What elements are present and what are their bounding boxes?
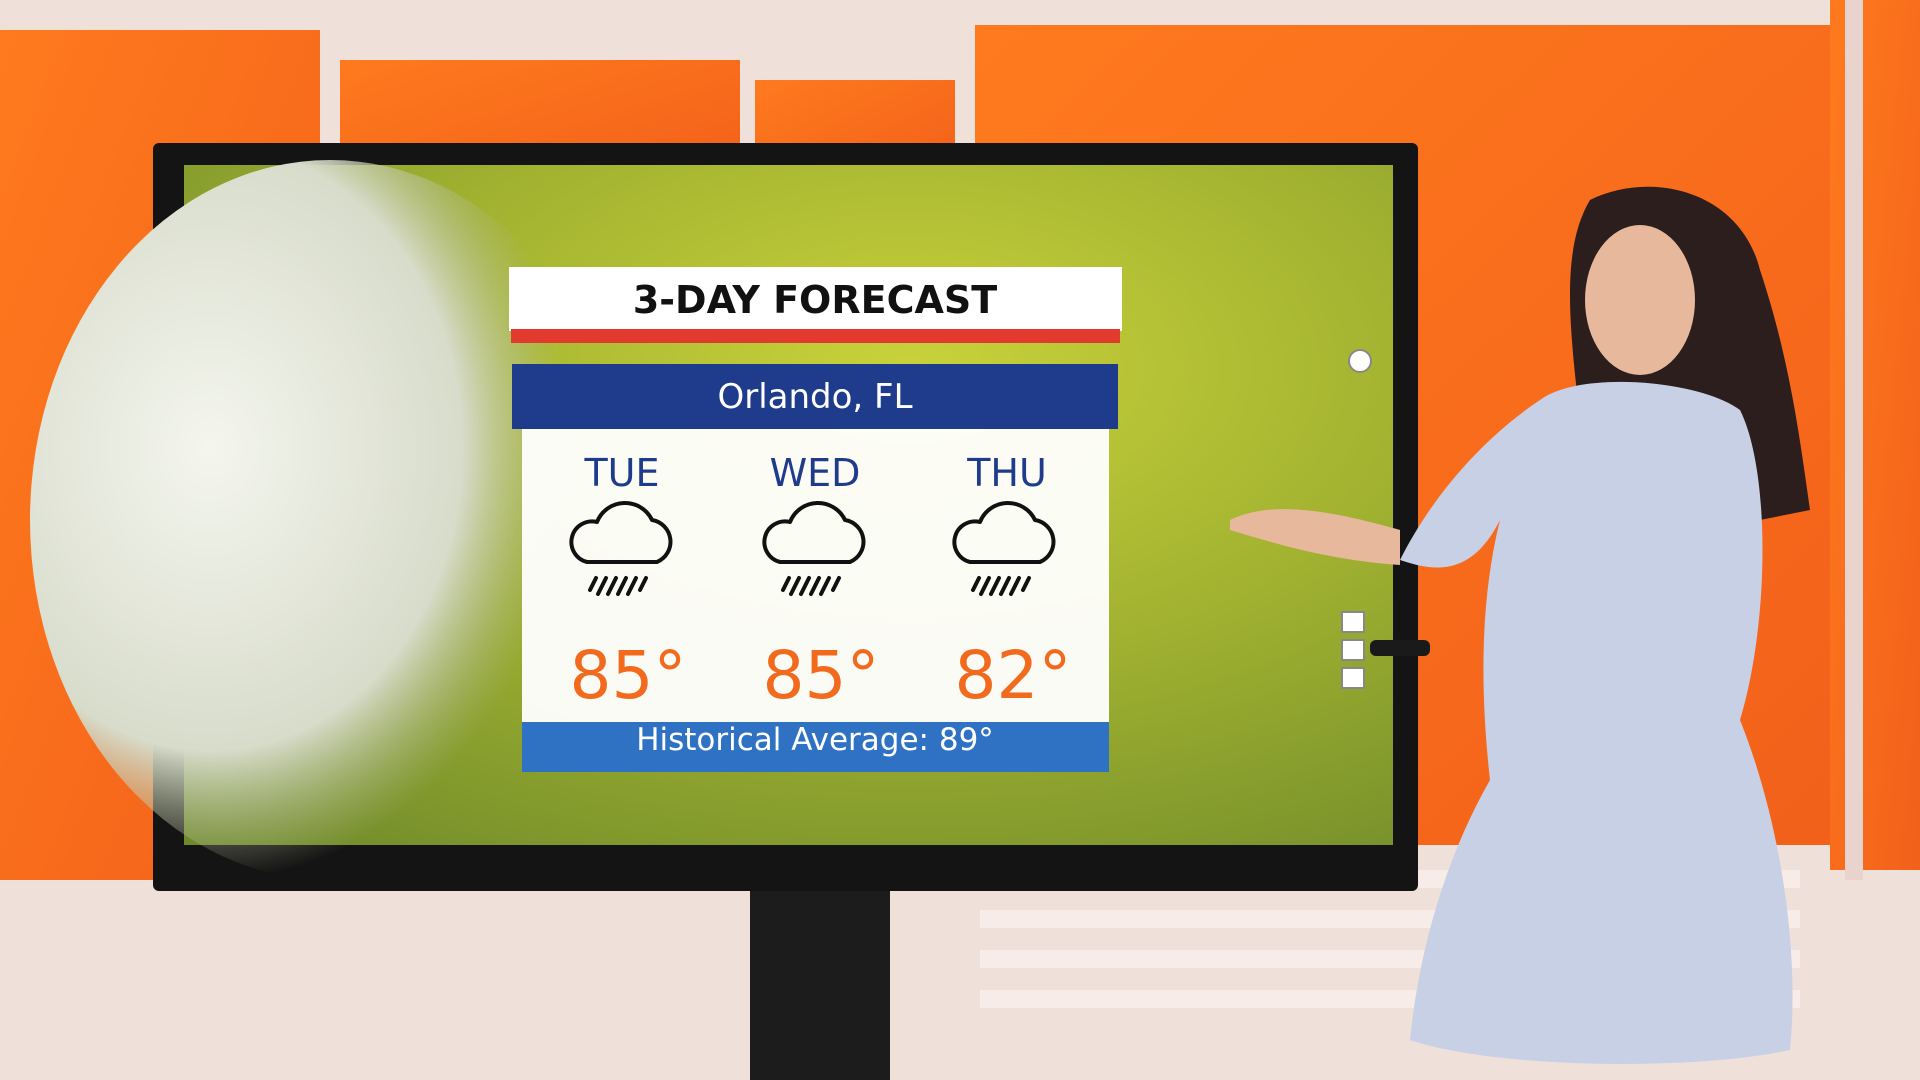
day-label: WED bbox=[770, 451, 861, 495]
forecast-graphic: 3-DAY FORECAST Orlando, FL TUE 85° WED 8… bbox=[509, 267, 1122, 772]
footer-band bbox=[522, 722, 1109, 772]
day-label: TUE bbox=[583, 451, 659, 495]
temperature: 85° bbox=[763, 637, 880, 714]
presenter bbox=[1230, 186, 1810, 1064]
temperature: 82° bbox=[955, 637, 1072, 714]
day-label: THU bbox=[966, 451, 1047, 495]
wall-frame bbox=[1845, 0, 1863, 880]
title-band bbox=[509, 267, 1122, 331]
historical-average: Historical Average: 89° bbox=[636, 722, 994, 758]
title: 3-DAY FORECAST bbox=[633, 278, 997, 322]
screen-controls bbox=[1341, 349, 1372, 689]
days-panel bbox=[522, 429, 1109, 722]
golf-ball bbox=[30, 160, 630, 880]
location: Orlando, FL bbox=[717, 377, 912, 417]
monitor-stand bbox=[750, 880, 890, 1080]
temperature: 85° bbox=[570, 637, 687, 714]
title-underline bbox=[511, 329, 1120, 343]
location-band bbox=[512, 364, 1118, 429]
orange-panel bbox=[1830, 0, 1920, 870]
